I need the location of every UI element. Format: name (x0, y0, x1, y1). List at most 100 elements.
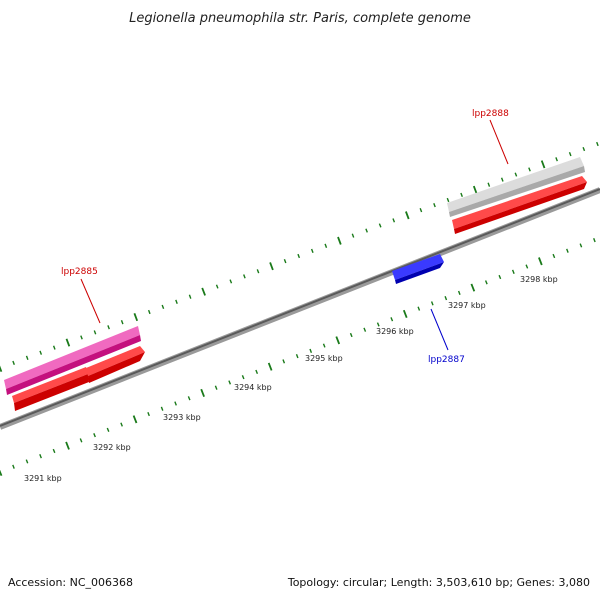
inner-track-tick (335, 336, 341, 345)
inner-track-tick (147, 411, 150, 417)
tick-label-3294: 3294 kbp (234, 383, 272, 392)
inner-track-tick (525, 264, 529, 269)
outer-track-tick (25, 355, 29, 360)
inner-track-tick (106, 427, 110, 432)
outer-track-tick (487, 182, 491, 187)
gene-feature-red-left-2[interactable] (86, 346, 145, 383)
inner-track-tick (579, 243, 583, 248)
outer-track-tick (12, 360, 15, 366)
outer-track-tick (596, 141, 599, 147)
outer-track-tick (555, 157, 558, 162)
tick-label-3295: 3295 kbp (305, 354, 343, 363)
outer-track-tick (133, 312, 139, 322)
inner-track-tick (390, 317, 394, 322)
inner-track-tick (484, 280, 488, 285)
outer-track-tick (297, 253, 301, 259)
inner-track-tick (255, 369, 259, 375)
inner-track-tick (120, 422, 123, 427)
inner-track-tick (363, 327, 367, 332)
tick-label-3292: 3292 kbp (93, 443, 131, 452)
outer-track-tick (188, 294, 192, 299)
outer-track-tick (392, 218, 396, 223)
inner-track-tick (511, 269, 515, 274)
inner-track-tick (228, 380, 232, 385)
outer-track-tick (215, 284, 219, 289)
inner-track-tick (457, 290, 461, 295)
inner-track-tick (52, 448, 56, 454)
outer-track-tick (500, 177, 504, 182)
inner-track-tick (470, 283, 476, 292)
inner-track-tick (538, 257, 543, 266)
inner-track-tick (65, 441, 70, 450)
outer-track-tick (201, 287, 206, 296)
tick-label-3298: 3298 kbp (520, 275, 558, 284)
outer-tick-track (0, 141, 599, 373)
inner-track-tick (174, 401, 177, 406)
accession-text: Accession: NC_006368 (8, 576, 133, 589)
outer-track-tick (65, 338, 71, 347)
gene-label-lpp2885[interactable]: lpp2885 (61, 267, 98, 277)
inner-track-tick (552, 253, 556, 259)
outer-track-tick (472, 185, 478, 194)
inner-track-tick (498, 274, 502, 280)
outer-track-tick (528, 167, 531, 172)
inner-track-tick (267, 362, 273, 371)
genome-stats-text: Topology: circular; Length: 3,503,610 bp… (287, 576, 590, 589)
outer-track-tick (39, 350, 43, 355)
outer-track-tick (120, 320, 124, 325)
inner-track-tick (349, 332, 353, 338)
inner-track-tick (160, 406, 164, 411)
gene-label-lpp2888[interactable]: lpp2888 (472, 109, 509, 119)
tick-label-3291: 3291 kbp (24, 474, 62, 483)
outer-track-tick (540, 160, 546, 169)
gene-label-lpp2887[interactable]: lpp2887 (428, 355, 465, 365)
inner-track-tick (444, 296, 448, 301)
outer-track-tick (419, 208, 423, 213)
leader-line-lpp2887 (430, 308, 449, 351)
inner-track-tick (322, 343, 326, 348)
outer-track-tick (283, 258, 287, 264)
outer-track-tick (337, 236, 342, 245)
gene-feature-lpp2888-gray[interactable] (447, 157, 585, 217)
inner-track-tick (39, 454, 42, 459)
inner-track-tick (132, 415, 138, 424)
inner-track-tick (0, 469, 3, 477)
inner-track-tick (200, 388, 205, 398)
inner-track-tick (12, 464, 15, 469)
outer-track-tick (0, 365, 3, 373)
inner-track-tick (241, 375, 245, 380)
inner-track-tick (309, 348, 313, 353)
outer-track-tick (514, 172, 518, 177)
outer-track-tick (175, 299, 178, 304)
inner-track-tick (566, 248, 569, 253)
gene-feature-lpp2887-blue[interactable] (392, 254, 444, 284)
outer-track-tick (324, 243, 328, 248)
inner-track-tick (593, 238, 596, 243)
outer-track-tick (568, 152, 572, 157)
inner-track-tick (282, 359, 286, 364)
outer-track-tick (310, 248, 314, 254)
tick-label-3297: 3297 kbp (448, 301, 486, 310)
inner-track-tick (430, 301, 434, 306)
outer-track-tick (433, 202, 436, 208)
outer-track-tick (229, 279, 233, 284)
outer-track-tick (446, 197, 450, 203)
inner-track-tick (187, 396, 191, 401)
gene-feature-red-left-1[interactable] (12, 367, 89, 411)
outer-track-tick (243, 274, 246, 279)
leader-line-lpp2888 (489, 119, 509, 165)
outer-track-tick (378, 223, 382, 228)
outer-track-tick (161, 304, 165, 310)
outer-track-tick (269, 262, 274, 271)
inner-track-tick (79, 438, 83, 443)
leader-line-lpp2885 (80, 278, 101, 324)
gene-feature-lpp2885-magenta[interactable] (4, 326, 141, 395)
inner-track-tick (376, 322, 380, 327)
outer-track-tick (460, 192, 463, 198)
tick-label-3296: 3296 kbp (376, 327, 414, 336)
inner-track-tick (402, 309, 408, 319)
gene-feature-red-right[interactable] (452, 176, 587, 234)
outer-track-tick (107, 325, 110, 330)
inner-track-tick (295, 353, 299, 359)
